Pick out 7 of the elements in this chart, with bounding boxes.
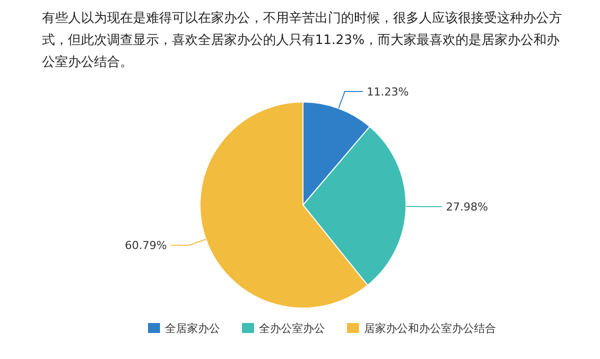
chart-title: 有些人以为现在是难得可以在家办公，不用辛苦出门的时候，很多人应该很接受这种办公方式，但此次调查显示，喜欢全居家办公的人只有11.23%，而大家最喜欢的是居家办公和办公室办公结合。 <box>42 10 562 72</box>
legend-label: 居家办公和办公室办公结合 <box>364 322 496 335</box>
data-label: 11.23% <box>366 85 409 98</box>
legend-label: 全办公室办公 <box>259 322 325 335</box>
legend-label: 全居家办公 <box>165 322 220 335</box>
data-label: 27.98% <box>446 200 488 214</box>
data-label: 60.79% <box>124 239 167 252</box>
